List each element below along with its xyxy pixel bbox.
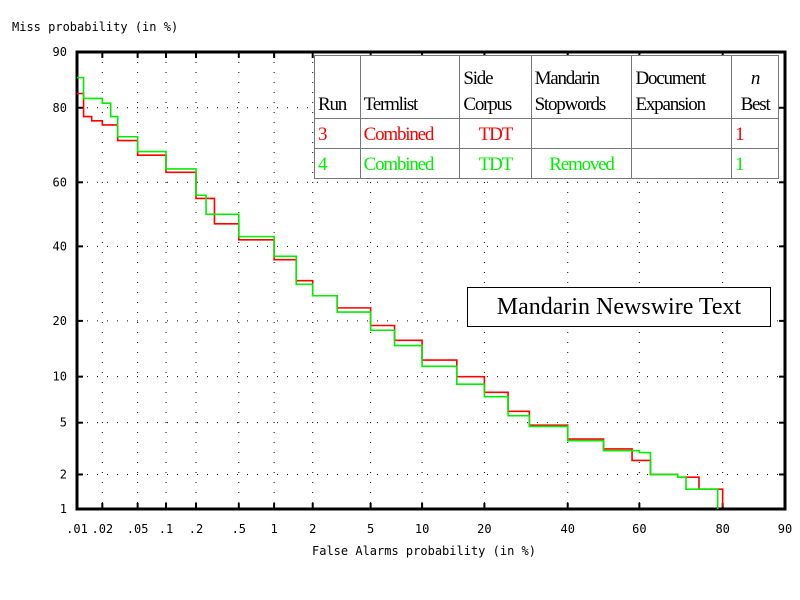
x-tick-label: 20	[477, 522, 491, 536]
x-tick-label: .5	[232, 522, 246, 536]
legend-row-run4: 4 Combined TDT Removed 1	[314, 148, 779, 179]
y-tick-label: 20	[53, 314, 67, 328]
header-doc-expansion: Document Expansion	[631, 55, 733, 119]
header-run: Run	[314, 55, 361, 119]
cell: 4	[314, 148, 361, 179]
cell: TDT	[459, 148, 532, 179]
y-tick-label: 2	[60, 467, 67, 481]
x-tick-label: .05	[127, 522, 149, 536]
legend-table: Run Termlist Side Corpus Mandarin Stopword…	[314, 55, 779, 179]
cell: 1	[731, 148, 779, 179]
header-side-corpus: Side Corpus	[459, 55, 532, 119]
cell: Combined	[359, 118, 461, 149]
x-tick-label: .01	[66, 522, 88, 536]
header-termlist: Termlist	[359, 55, 461, 119]
x-tick-label: .02	[91, 522, 113, 536]
x-tick-label: 80	[715, 522, 729, 536]
cell	[631, 118, 733, 149]
series-line-run-4	[77, 76, 719, 509]
y-tick-label: 90	[53, 45, 67, 59]
x-tick-label: 90	[778, 522, 792, 536]
plot-frame	[75, 50, 787, 511]
header-stopwords: Mandarin Stopwords	[530, 55, 633, 119]
y-tick-label: 60	[53, 175, 67, 189]
x-tick-label: 2	[309, 522, 316, 536]
x-tick-label: .2	[189, 522, 203, 536]
x-tick-label: .1	[159, 522, 173, 536]
y-axis-label: Miss probability (in %)	[12, 20, 179, 34]
cell: TDT	[459, 118, 532, 149]
header-n-best: n Best	[731, 55, 779, 119]
cell: Removed	[530, 148, 633, 179]
legend-row-run3: 3 Combined TDT 1	[314, 118, 779, 149]
cell: 1	[731, 118, 779, 149]
x-tick-label: 40	[561, 522, 575, 536]
cell: 3	[314, 118, 361, 149]
x-tick-label: 60	[632, 522, 646, 536]
x-tick-label: 10	[415, 522, 429, 536]
y-tick-label: 5	[60, 416, 67, 430]
x-tick-label: 1	[271, 522, 278, 536]
annotation-box: Mandarin Newswire Text	[467, 287, 771, 327]
legend-header-row: Run Termlist Side Corpus Mandarin Stopword…	[314, 55, 779, 119]
cell	[631, 148, 733, 179]
y-tick-label: 10	[53, 370, 67, 384]
y-tick-label: 1	[60, 502, 67, 516]
cell: Combined	[359, 148, 461, 179]
cell	[530, 118, 633, 149]
y-tick-label: 80	[53, 101, 67, 115]
y-tick-label: 40	[53, 239, 67, 253]
x-axis-label: False Alarms probability (in %)	[312, 544, 536, 558]
x-tick-label: 5	[367, 522, 374, 536]
